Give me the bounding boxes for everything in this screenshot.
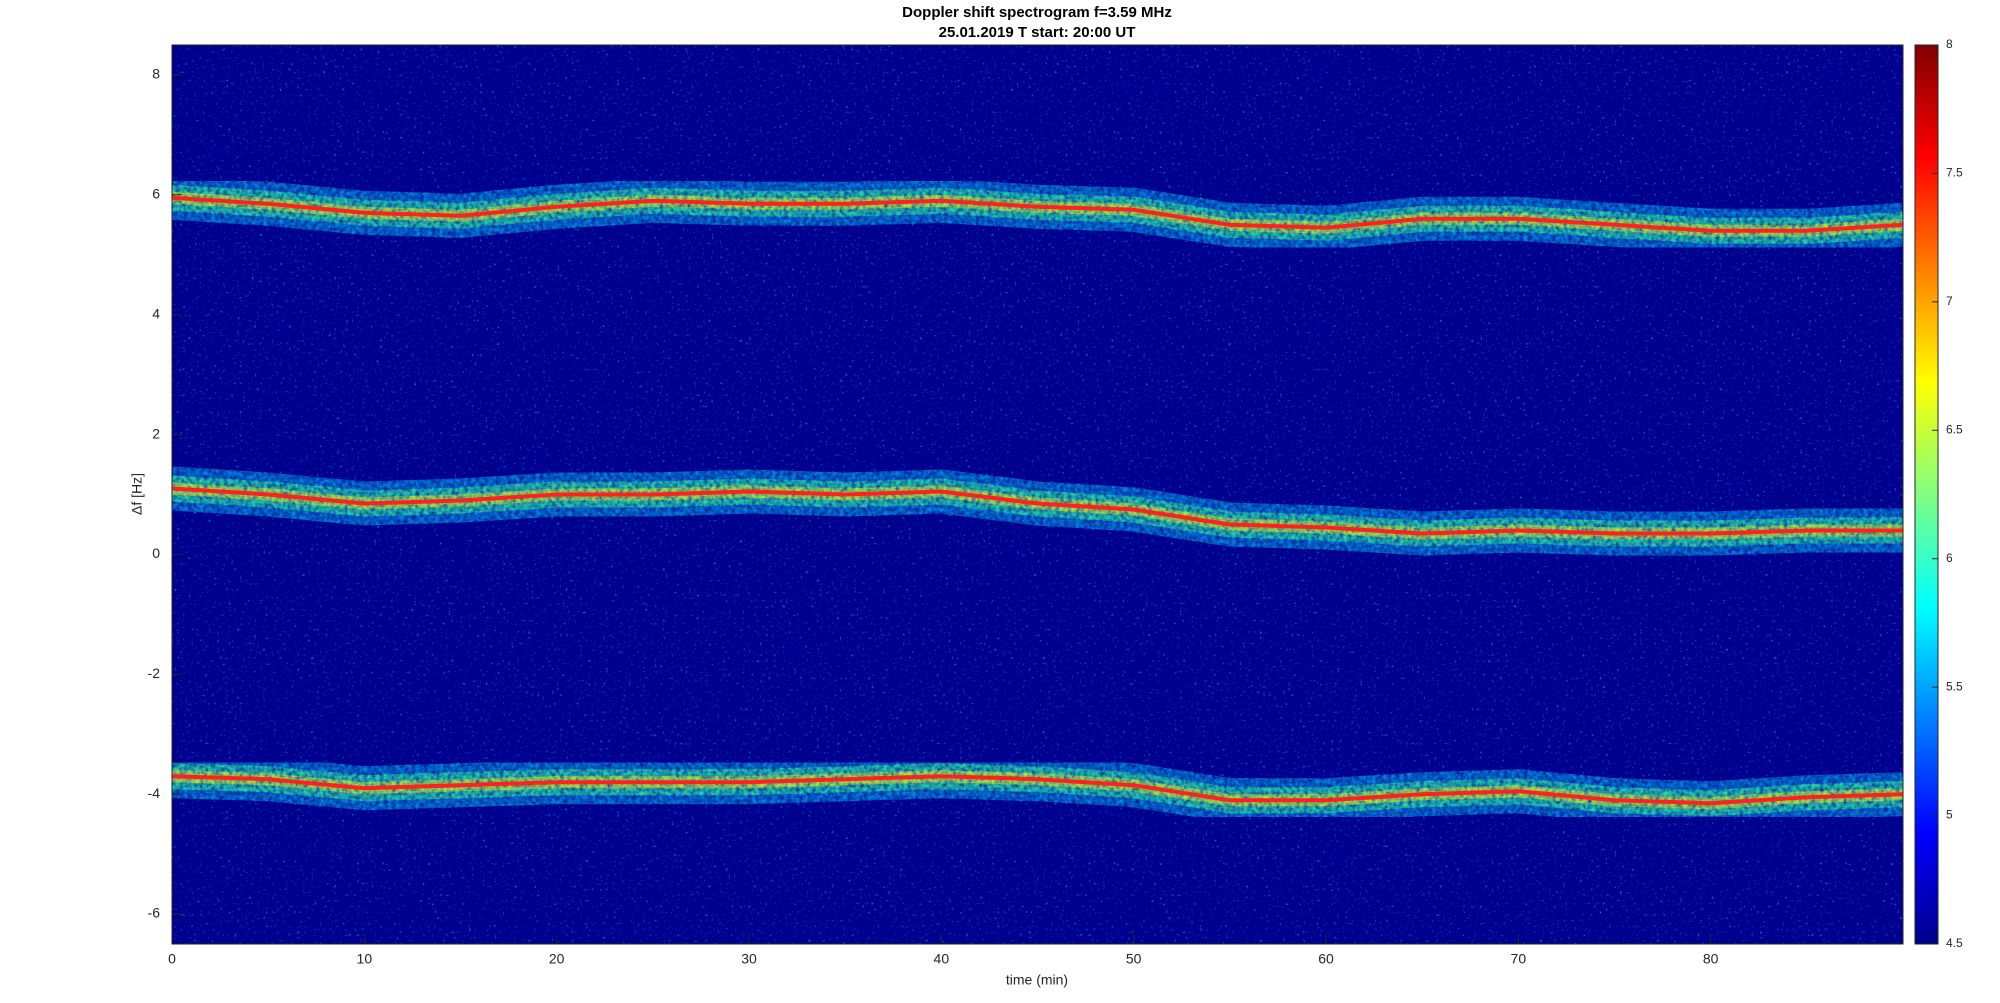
y-axis-label: Δf [Hz]: [129, 473, 145, 515]
x-tick-label: 0: [168, 951, 176, 967]
x-tick-label: 20: [549, 951, 565, 967]
chart-subtitle: 25.01.2019 T start: 20:00 UT: [939, 24, 1136, 41]
x-tick-label: 40: [934, 951, 950, 967]
y-tick-label: 0: [152, 545, 160, 561]
x-tick-label: 70: [1511, 951, 1527, 967]
y-tick-label: 8: [152, 66, 160, 82]
colorbar-tick-label: 5.5: [1946, 679, 1963, 693]
x-axis-label: time (min): [1006, 972, 1068, 988]
y-tick-label: -4: [148, 785, 161, 801]
colorbar-tick-label: 6.5: [1946, 422, 1963, 436]
colorbar-tick-label: 6: [1946, 551, 1953, 565]
x-tick-label: 50: [1126, 951, 1142, 967]
trace-band: [172, 486, 1903, 536]
y-tick-label: 6: [152, 186, 160, 202]
colorbar-tick-label: 5: [1946, 808, 1953, 822]
y-tick-label: 4: [152, 305, 160, 321]
x-tick-label: 60: [1318, 951, 1334, 967]
colorbar: [1914, 44, 1939, 945]
spectrogram-traces: [172, 175, 1903, 826]
colorbar-tick-label: 7.5: [1946, 166, 1963, 180]
y-tick-label: 2: [152, 425, 160, 441]
plot-frame: [171, 44, 1904, 945]
trace-band: [172, 195, 1903, 233]
trace-band: [172, 774, 1903, 806]
y-tick-label: -6: [148, 905, 161, 921]
y-tick-label: -2: [148, 665, 161, 681]
colorbar-tick-label: 4.5: [1946, 936, 1963, 950]
colorbar-tick-label: 7: [1946, 294, 1953, 308]
x-tick-label: 80: [1703, 951, 1719, 967]
chart-title: Doppler shift spectrogram f=3.59 MHz: [902, 4, 1172, 21]
x-tick-label: 30: [741, 951, 757, 967]
x-tick-label: 10: [357, 951, 373, 967]
colorbar-tick-label: 8: [1946, 37, 1953, 51]
